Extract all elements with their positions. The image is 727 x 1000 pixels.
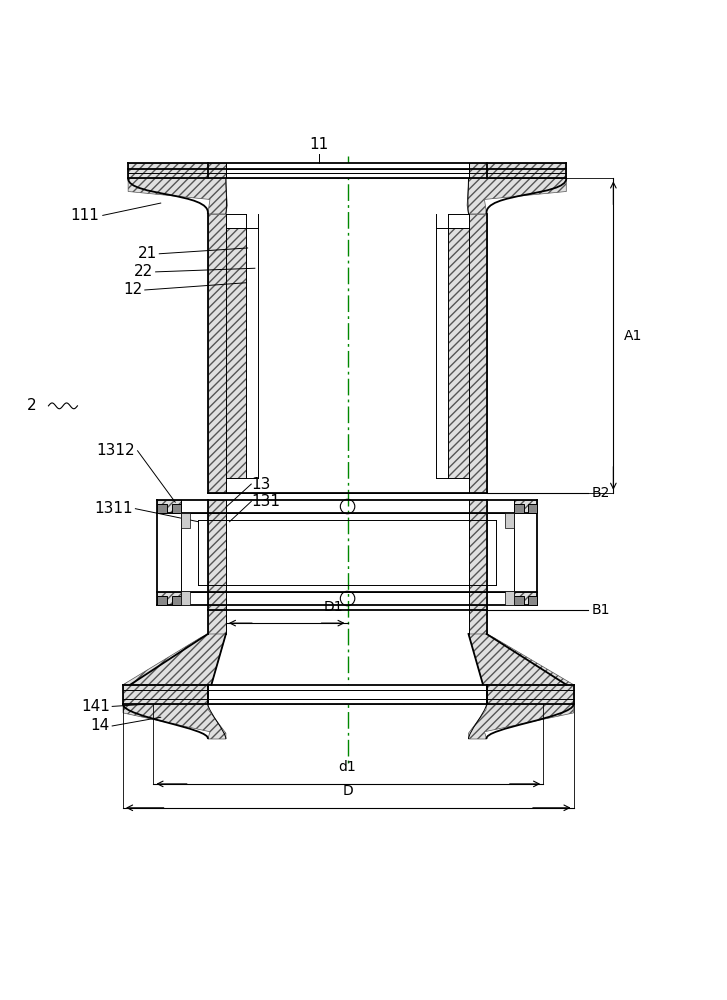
- Bar: [514, 596, 523, 605]
- Polygon shape: [468, 704, 574, 739]
- Bar: [505, 513, 514, 528]
- Bar: [226, 163, 468, 178]
- Bar: [514, 504, 523, 513]
- Text: 21: 21: [138, 246, 157, 261]
- Text: 1312: 1312: [97, 443, 135, 458]
- Bar: [505, 591, 514, 605]
- Bar: [468, 500, 486, 605]
- Bar: [208, 605, 226, 610]
- Polygon shape: [128, 178, 228, 214]
- Bar: [528, 504, 537, 513]
- Text: 13: 13: [252, 477, 270, 492]
- Polygon shape: [467, 178, 566, 214]
- Text: 12: 12: [124, 282, 142, 297]
- Bar: [514, 500, 537, 513]
- Polygon shape: [123, 634, 226, 685]
- Bar: [528, 596, 537, 605]
- Bar: [181, 513, 190, 528]
- Bar: [128, 163, 566, 178]
- Text: 14: 14: [91, 718, 110, 733]
- Bar: [157, 500, 181, 513]
- Bar: [226, 228, 246, 478]
- Bar: [208, 214, 226, 493]
- Text: 1311: 1311: [95, 501, 133, 516]
- Bar: [123, 685, 574, 704]
- Bar: [468, 214, 486, 493]
- Bar: [468, 610, 486, 634]
- Polygon shape: [123, 704, 226, 739]
- Bar: [208, 610, 226, 634]
- Text: B1: B1: [592, 603, 610, 617]
- Bar: [181, 591, 190, 605]
- Bar: [172, 596, 181, 605]
- Text: d1: d1: [339, 760, 356, 774]
- Bar: [157, 504, 166, 513]
- Text: A1: A1: [624, 329, 643, 343]
- Text: D: D: [342, 784, 353, 798]
- Bar: [172, 504, 181, 513]
- Bar: [449, 228, 468, 478]
- Bar: [208, 685, 486, 704]
- Bar: [208, 500, 226, 605]
- Bar: [157, 596, 166, 605]
- Text: B2: B2: [592, 486, 610, 500]
- Text: 11: 11: [309, 137, 328, 152]
- Text: 131: 131: [252, 494, 280, 509]
- Text: 2: 2: [27, 398, 36, 413]
- Text: 141: 141: [81, 699, 110, 714]
- Bar: [157, 592, 181, 605]
- Text: D1: D1: [324, 600, 343, 614]
- Bar: [468, 605, 486, 610]
- Bar: [514, 592, 537, 605]
- Polygon shape: [468, 634, 574, 685]
- Text: 22: 22: [134, 264, 153, 279]
- Text: 111: 111: [71, 208, 99, 223]
